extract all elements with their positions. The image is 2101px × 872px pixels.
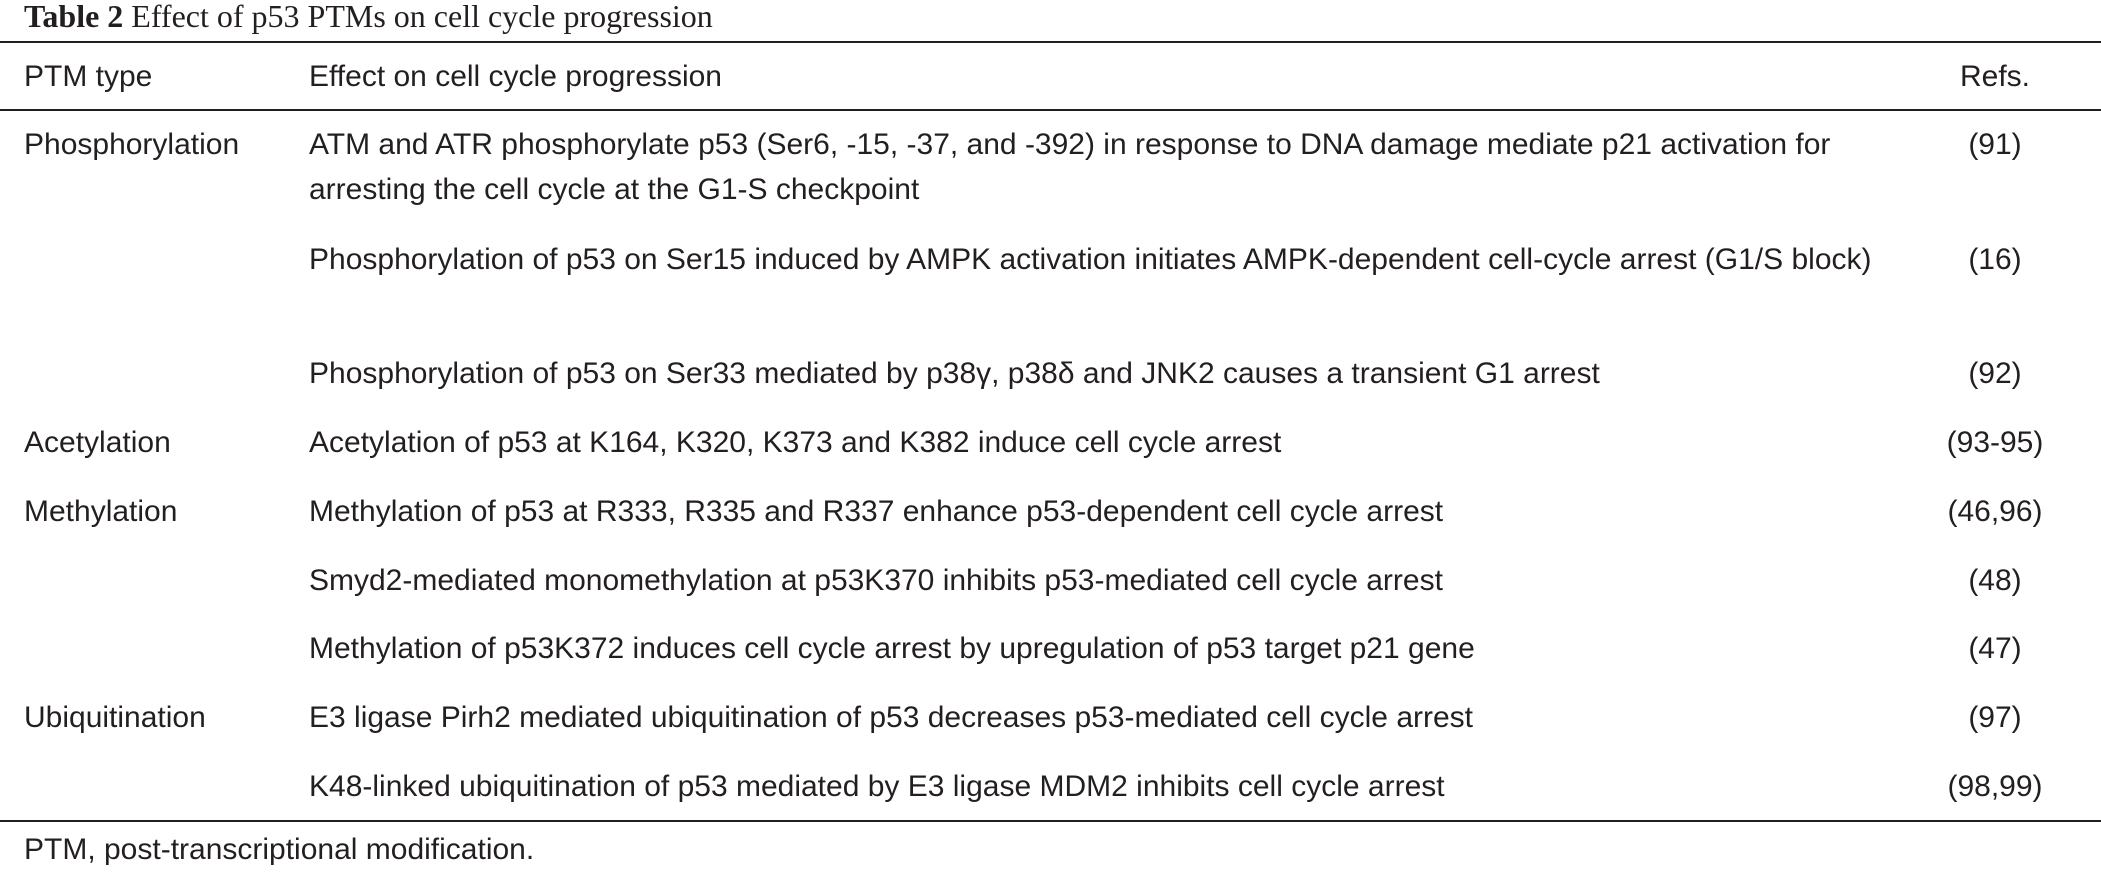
header-effect: Effect on cell cycle progression: [309, 60, 722, 93]
header-rule: [0, 109, 2101, 111]
row-refs: (48): [1968, 564, 2022, 597]
row-ptm-type: Acetylation: [24, 426, 171, 459]
row-refs: (47): [1968, 632, 2022, 665]
row-refs: (92): [1968, 357, 2022, 390]
row-effect: Phosphorylation of p53 on Ser15 induced …: [309, 243, 1872, 276]
row-refs: (46,96): [1947, 495, 2043, 528]
top-rule: [0, 41, 2101, 43]
row-effect: Methylation of p53K372 induces cell cycl…: [309, 632, 1475, 665]
table-footnote: PTM, post-transcriptional modification.: [24, 833, 535, 866]
row-effect: Smyd2-mediated monomethylation at p53K37…: [309, 564, 1443, 597]
row-refs: (93-95): [1946, 426, 2044, 459]
header-ptm-type: PTM type: [24, 60, 153, 93]
row-effect: K48-linked ubiquitination of p53 mediate…: [309, 770, 1445, 803]
row-refs: (91): [1968, 128, 2022, 161]
row-ptm-type: Phosphorylation: [24, 128, 240, 161]
row-effect: Methylation of p53 at R333, R335 and R33…: [309, 495, 1444, 528]
row-ptm-type: Ubiquitination: [24, 701, 206, 734]
table-number: Table 2: [24, 0, 124, 34]
header-refs: Refs.: [1959, 60, 2031, 93]
bottom-rule: [0, 820, 2101, 822]
row-effect: E3 ligase Pirh2 mediated ubiquitination …: [309, 701, 1474, 734]
table-title: Effect of p53 PTMs on cell cycle progres…: [131, 0, 713, 34]
row-effect: Phosphorylation of p53 on Ser33 mediated…: [309, 357, 1600, 390]
row-effect: ATM and ATR phosphorylate p53 (Ser6, -15…: [309, 128, 1831, 206]
table-caption: Table 2 Effect of p53 PTMs on cell cycle…: [24, 0, 713, 32]
row-ptm-type: Methylation: [24, 495, 178, 528]
row-refs: (97): [1968, 701, 2022, 734]
row-refs: (16): [1968, 243, 2022, 276]
row-effect: Acetylation of p53 at K164, K320, K373 a…: [309, 426, 1282, 459]
row-refs: (98,99): [1947, 770, 2043, 803]
